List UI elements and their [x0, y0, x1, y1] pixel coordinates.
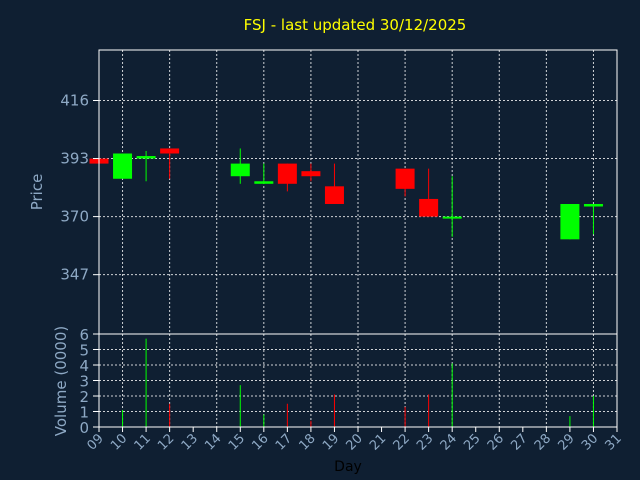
candle-body [113, 153, 133, 179]
volume-tick-label: 5 [79, 342, 89, 360]
candle-body [324, 186, 344, 204]
chart-title: FSJ - last updated 30/12/2025 [244, 16, 467, 34]
candle-body [230, 163, 250, 177]
price-panel: 347 370 393 416 [60, 49, 618, 335]
price-tick-label: 370 [60, 208, 89, 226]
candle-body [442, 216, 462, 219]
volume-tick-label: 6 [79, 326, 89, 344]
candle-body [254, 181, 274, 184]
candle-body [160, 148, 180, 154]
candle-body [395, 168, 415, 189]
volume-bars [98, 338, 594, 427]
volume-axis-label: Volume (0000) [52, 326, 70, 436]
volume-tick-label: 4 [79, 357, 89, 375]
volume-tick-label: 0 [79, 419, 89, 437]
price-axis-label: Price [28, 174, 46, 211]
volume-tick-label: 3 [79, 373, 89, 391]
volume-tick-label: 1 [79, 404, 89, 422]
candle-body [136, 156, 156, 159]
candle-body [583, 203, 603, 207]
price-tick-label: 393 [60, 150, 89, 168]
price-tick-label: 347 [60, 266, 89, 284]
candle-body [560, 203, 580, 240]
candle-body [301, 171, 321, 177]
price-ticks: 347 370 393 416 [60, 91, 99, 284]
price-tick-label: 416 [60, 91, 89, 109]
volume-tick-label: 2 [79, 388, 89, 406]
price-candles [89, 148, 603, 240]
x-axis-label: Day [334, 459, 362, 475]
candle-body [419, 198, 439, 217]
candle-body [277, 163, 297, 184]
